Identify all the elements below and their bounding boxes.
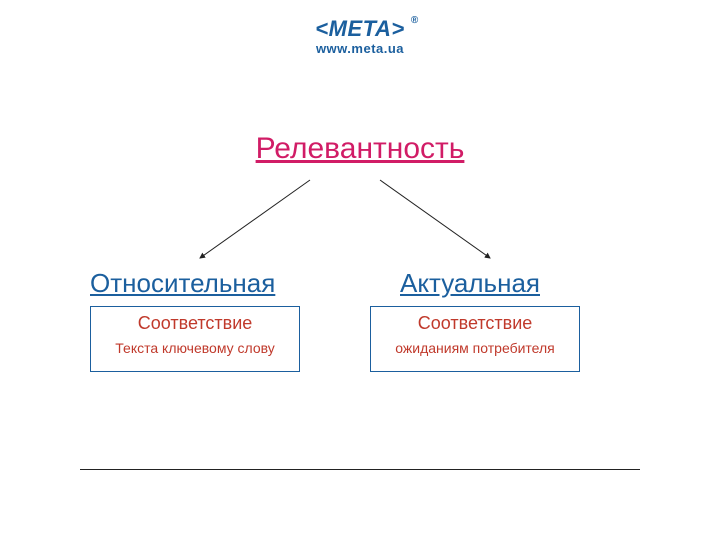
logo-text: <META> <box>315 16 404 41</box>
footer-rule <box>80 469 640 470</box>
meta-logo: <META> ® www.meta.ua <box>315 18 404 55</box>
box-relative-line2: Текста ключевому слову <box>95 340 295 356</box>
logo-wordmark: <META> ® <box>315 18 404 40</box>
logo-url: www.meta.ua <box>315 42 404 55</box>
registered-mark: ® <box>411 16 419 26</box>
box-relative: Соответствие Текста ключевому слову <box>90 306 300 372</box>
arrow-right <box>380 180 490 258</box>
arrow-left <box>200 180 310 258</box>
box-actual-line2: ожиданиям потребителя <box>375 340 575 356</box>
box-relative-line1: Соответствие <box>95 313 295 334</box>
diagram-title: Релевантность <box>256 132 465 166</box>
branch-label-relative: Относительная <box>90 268 275 299</box>
box-actual-line1: Соответствие <box>375 313 575 334</box>
box-actual: Соответствие ожиданиям потребителя <box>370 306 580 372</box>
branch-label-actual: Актуальная <box>400 268 540 299</box>
